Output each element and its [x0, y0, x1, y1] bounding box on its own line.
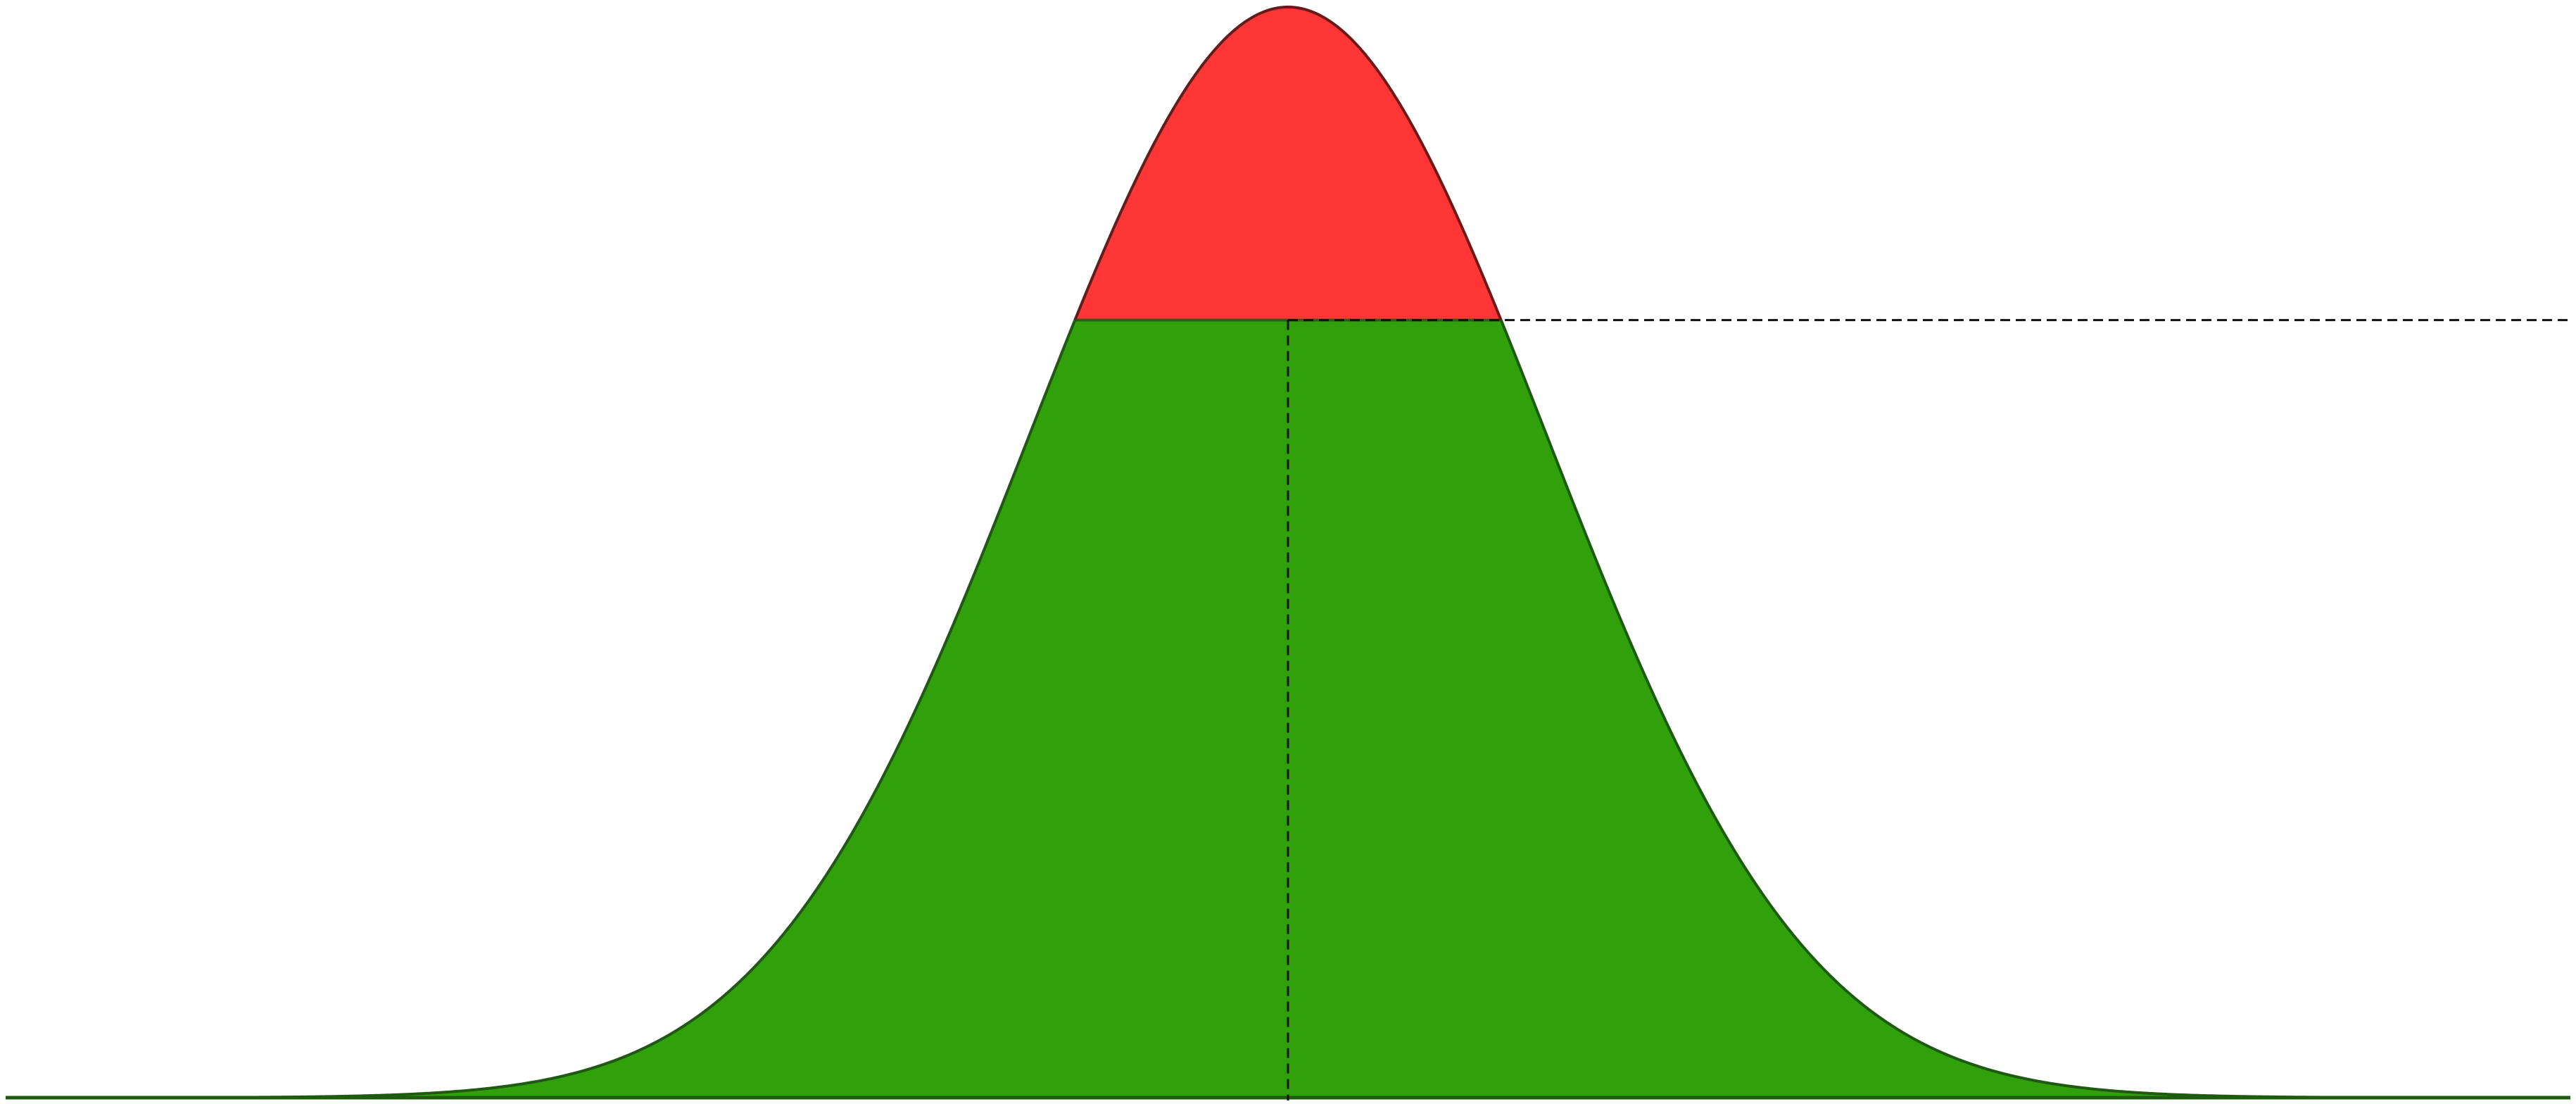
above-threshold-region: [1075, 7, 1501, 320]
gaussian-curve-upper: [1073, 5, 1503, 321]
